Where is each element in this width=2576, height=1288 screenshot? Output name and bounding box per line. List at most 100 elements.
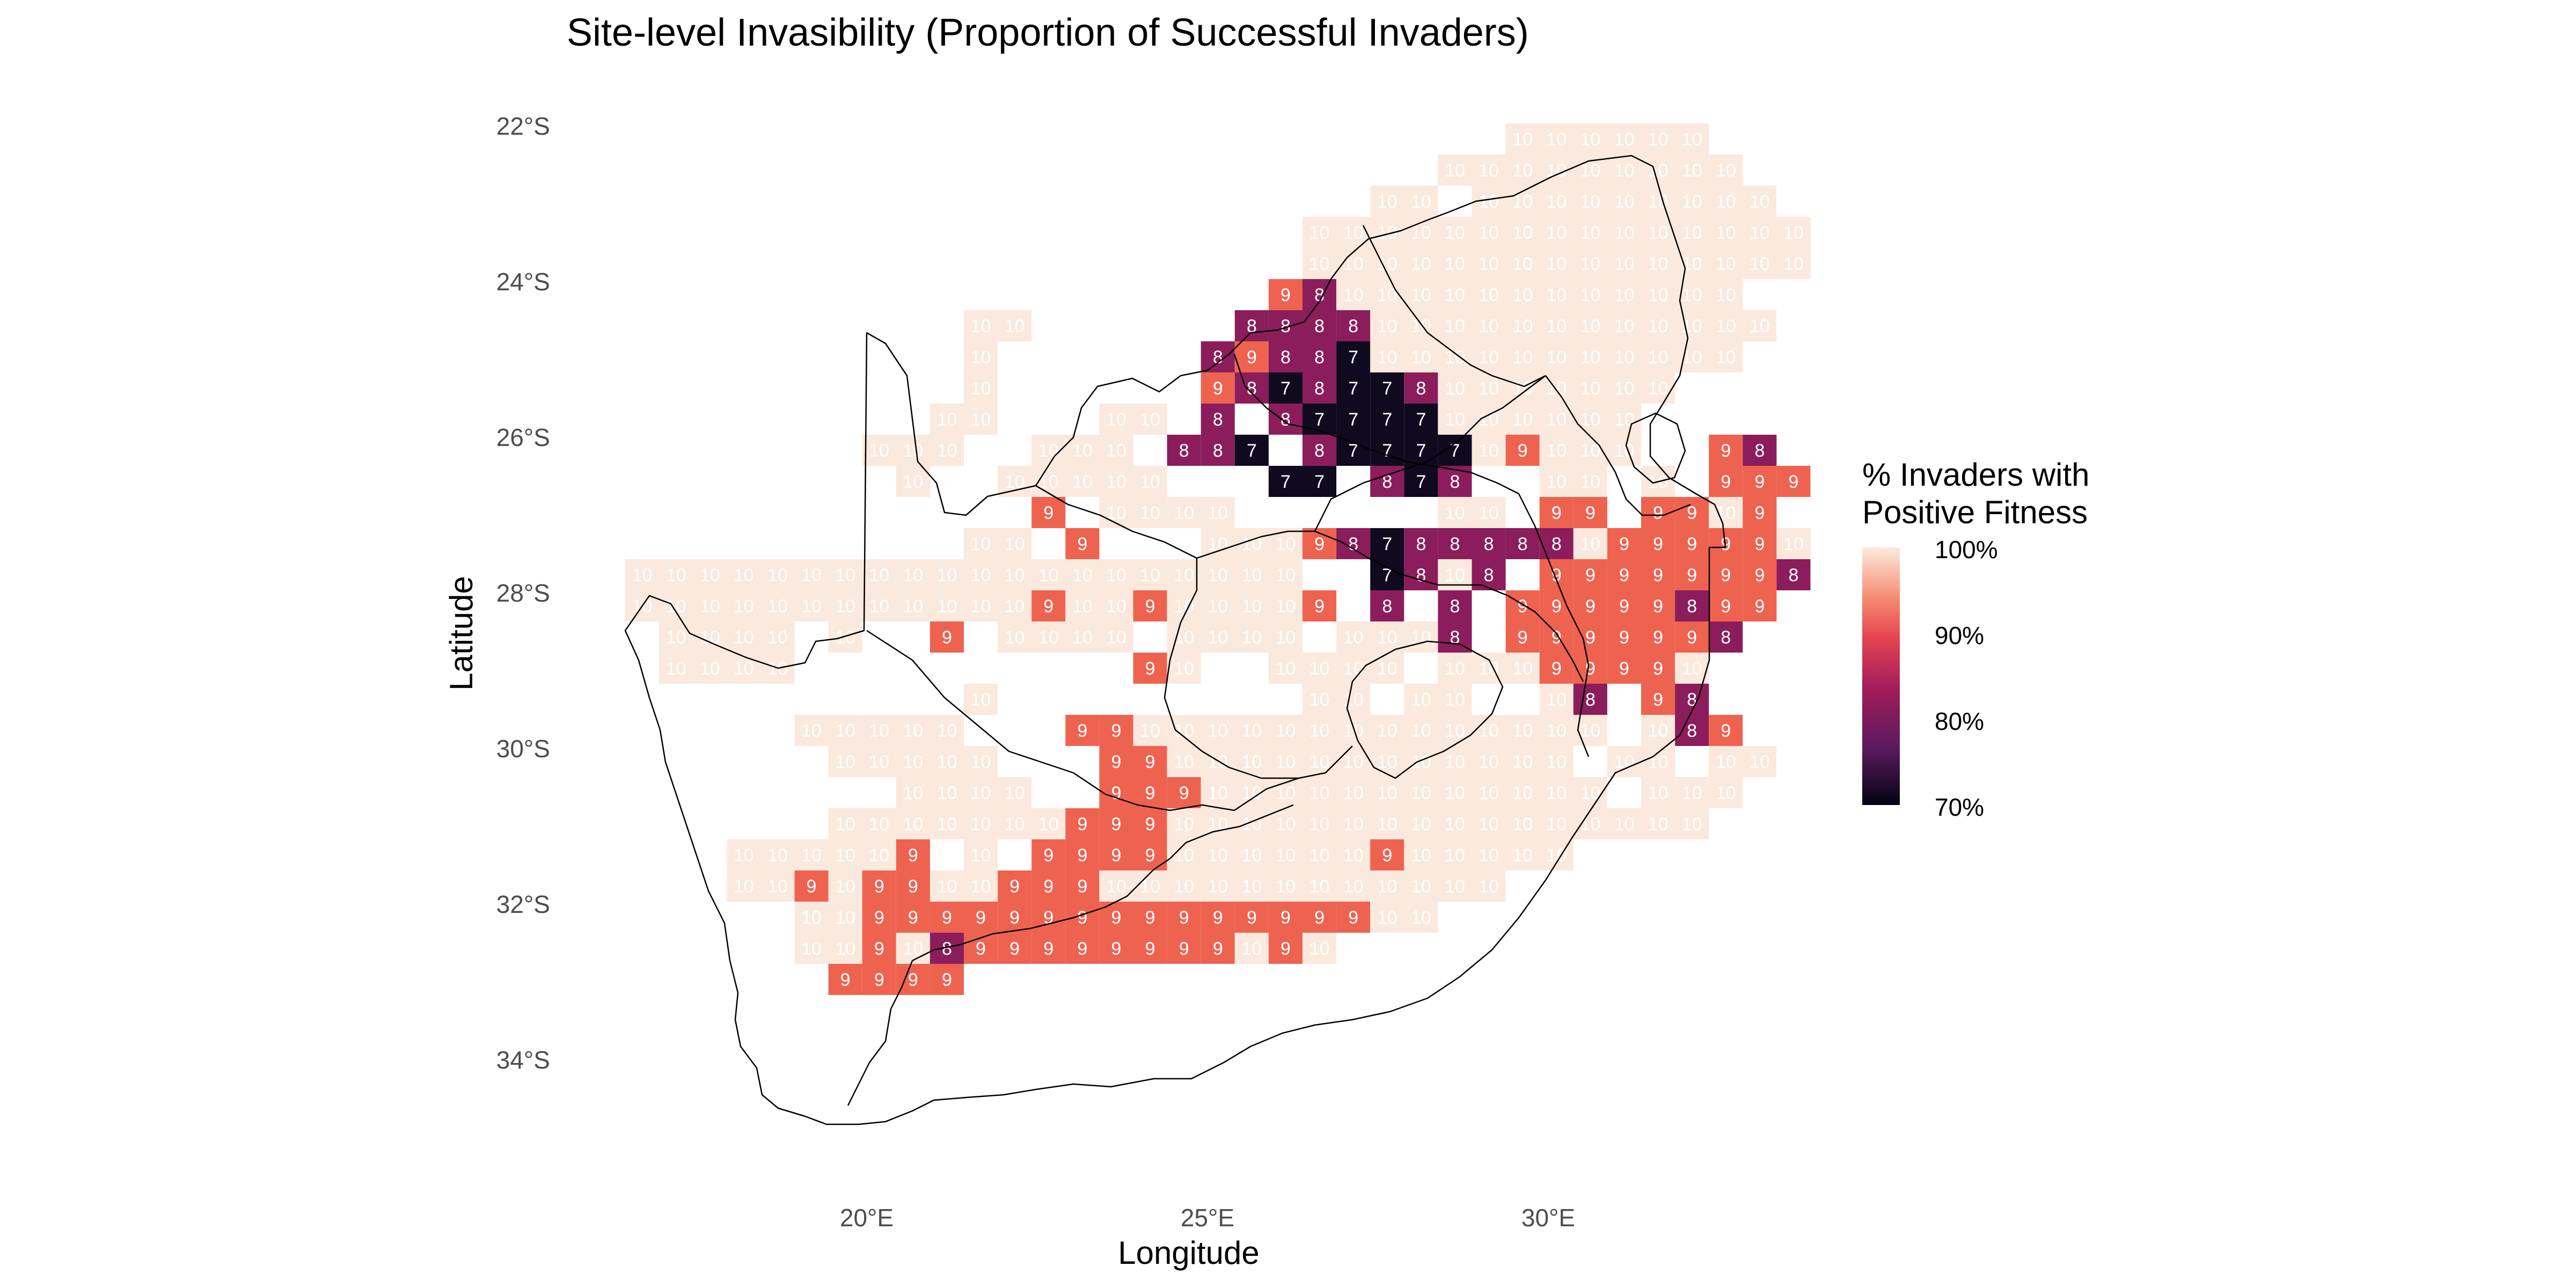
grid-cell-label: 10 [903, 721, 923, 741]
grid-cell-label: 9 [1145, 845, 1155, 866]
legend-tick-80: 80% [1935, 707, 1984, 735]
grid-cell-label: 10 [1072, 627, 1093, 648]
grid-cell [1167, 621, 1201, 653]
grid-cell [1709, 590, 1743, 621]
grid-cell [1472, 435, 1506, 466]
grid-cell [1539, 310, 1574, 341]
grid-cell [998, 808, 1032, 839]
grid-cell [1133, 715, 1167, 746]
grid-cell-label: 10 [1580, 223, 1600, 243]
grid-cell [1370, 341, 1404, 372]
grid-cell-label: 10 [937, 721, 957, 741]
grid-cell [1370, 404, 1404, 435]
grid-cell [659, 621, 693, 653]
grid-cell [1404, 684, 1438, 715]
grid-cell-label: 10 [801, 908, 822, 928]
grid-cell-label: 9 [1145, 908, 1155, 928]
grid-cell-label: 10 [869, 441, 889, 461]
grid-cell [1776, 466, 1811, 497]
grid-cell-label: 10 [1276, 783, 1296, 803]
grid-cell [930, 746, 964, 777]
grid-cell [930, 777, 964, 808]
grid-cell-label: 10 [1309, 783, 1330, 803]
grid-cell [1438, 808, 1472, 839]
grid-cell-label: 9 [1247, 347, 1257, 368]
grid-cell-label: 10 [734, 565, 754, 586]
grid-cell-label: 9 [807, 876, 817, 897]
grid-cell [1404, 186, 1438, 217]
grid-cell [1641, 310, 1675, 341]
grid-cell-label: 10 [903, 939, 923, 959]
grid-cell [1201, 497, 1235, 528]
grid-cell-label: 10 [1411, 223, 1431, 243]
grid-cell-label: 10 [835, 845, 855, 866]
grid-cell-label: 9 [1043, 845, 1053, 866]
grid-cell-label: 10 [1276, 565, 1296, 586]
province-border [847, 960, 913, 1106]
grid-cell-label: 10 [1750, 316, 1770, 336]
grid-cell [1234, 933, 1269, 964]
grid-cell-label: 10 [1038, 565, 1059, 586]
grid-cell [1573, 621, 1607, 653]
grid-cell-label: 10 [1479, 752, 1499, 772]
grid-cell-label: 10 [1512, 752, 1533, 772]
grid-cell [1743, 466, 1777, 497]
grid-cell [1675, 590, 1709, 621]
grid-cell-label: 10 [1445, 658, 1465, 679]
grid-cell-label: 9 [1552, 565, 1562, 586]
grid-cell [1539, 497, 1574, 528]
grid-cell [1641, 559, 1675, 590]
grid-cell [693, 590, 727, 621]
grid-cell-label: 9 [1653, 690, 1663, 710]
grid-cell [1336, 902, 1371, 933]
grid-cell-label: 10 [1750, 223, 1770, 243]
grid-cell-label: 10 [1140, 721, 1160, 741]
grid-cell [794, 590, 829, 621]
grid-cell [1641, 808, 1675, 839]
grid-cell-label: 10 [1750, 752, 1770, 772]
grid-cell [1370, 186, 1404, 217]
grid-cell [1709, 777, 1743, 808]
grid-cell [998, 559, 1032, 590]
grid-cell-label: 10 [869, 752, 889, 772]
grid-cell [1776, 248, 1811, 279]
grid-cell [760, 590, 795, 621]
grid-cell-label: 10 [1614, 254, 1635, 274]
province-border [1362, 225, 1546, 387]
grid-cell [1201, 715, 1235, 746]
grid-cell-label: 10 [903, 441, 923, 461]
grid-cell [1709, 435, 1743, 466]
grid-cell-label: 10 [1716, 192, 1736, 212]
grid-cell [1268, 653, 1302, 684]
grid-cell-label: 10 [903, 752, 923, 772]
grid-cell [1167, 435, 1201, 466]
country-province-borders [624, 155, 1726, 1125]
grid-cell [828, 621, 862, 653]
grid-cell [1268, 715, 1302, 746]
grid-cell [1607, 186, 1641, 217]
grid-cell [1539, 559, 1574, 590]
grid-cell [1099, 621, 1133, 653]
grid-cell-label: 10 [835, 627, 855, 648]
grid-cell [1302, 684, 1337, 715]
grid-cell [828, 715, 862, 746]
grid-cell-label: 10 [1682, 192, 1702, 212]
grid-cell-label: 10 [1445, 690, 1465, 710]
grid-cell-label: 10 [1309, 939, 1330, 959]
grid-cell-label: 10 [1343, 658, 1364, 679]
grid-cell-label: 9 [1619, 658, 1629, 679]
grid-cell-label: 10 [1445, 223, 1465, 243]
grid-cell-label: 10 [1072, 441, 1093, 461]
grid-cell-label: 10 [1445, 783, 1465, 803]
grid-cell [1133, 590, 1167, 621]
grid-cell [1472, 653, 1506, 684]
grid-cell [1641, 590, 1675, 621]
grid-cell-label: 8 [1754, 441, 1765, 461]
grid-cell-label: 9 [840, 970, 851, 990]
grid-cell-label: 7 [1314, 409, 1324, 430]
grid-cell [862, 808, 896, 839]
grid-cell-label: 10 [1445, 160, 1465, 181]
grid-cell-label: 10 [1038, 627, 1059, 648]
grid-cell-label: 8 [1484, 565, 1494, 586]
grid-cell-label: 10 [1174, 814, 1194, 835]
